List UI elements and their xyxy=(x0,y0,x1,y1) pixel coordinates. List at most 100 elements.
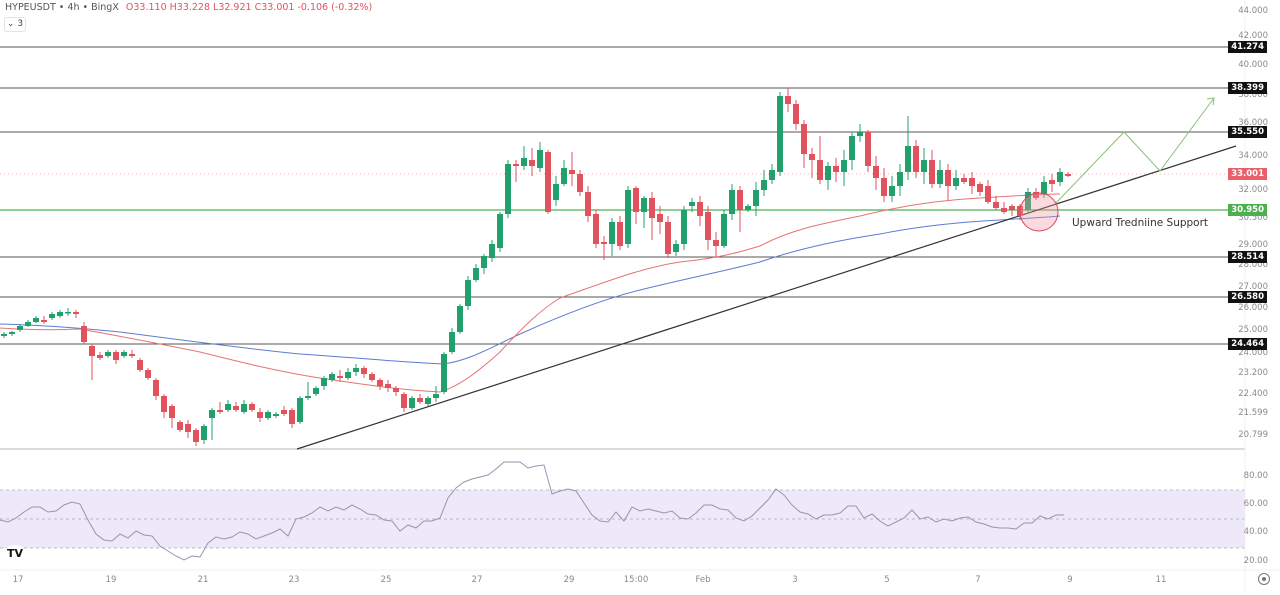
candle-body xyxy=(529,160,535,166)
candle-body xyxy=(369,374,375,380)
candlestick-series xyxy=(1,88,1071,446)
candle-body xyxy=(545,152,551,212)
time-tick-label: 5 xyxy=(884,575,890,585)
candle-body xyxy=(729,190,735,214)
candle-body xyxy=(985,186,991,202)
candle-body xyxy=(785,96,791,104)
settings-gear-icon[interactable] xyxy=(1258,573,1270,585)
candle-body xyxy=(569,170,575,174)
price-tick-label: 22.400 xyxy=(1238,389,1268,399)
candle-body xyxy=(449,332,455,352)
candle-body xyxy=(809,154,815,160)
candle-body xyxy=(625,190,631,244)
candle-body xyxy=(601,242,607,244)
candle-body xyxy=(865,132,871,166)
candle-body xyxy=(433,394,439,398)
collapse-indicators-button[interactable]: ⌄ 3 xyxy=(4,17,26,32)
candle-body xyxy=(473,268,479,280)
time-tick-label: 29 xyxy=(563,575,575,585)
price-tick-label: 27.000 xyxy=(1238,282,1268,292)
candle-body xyxy=(849,136,855,160)
tradingview-logo-icon[interactable]: TV xyxy=(4,545,26,563)
time-tick-label: 25 xyxy=(380,575,392,585)
time-tick-label: 21 xyxy=(197,575,209,585)
candle-body xyxy=(361,368,367,374)
level-price-tag: 26.580 xyxy=(1228,291,1267,303)
candle-body xyxy=(1057,172,1063,182)
candle-body xyxy=(977,184,983,192)
price-tick-label: 21.599 xyxy=(1238,408,1268,418)
candle-body xyxy=(289,410,295,424)
candle-body xyxy=(793,104,799,124)
candle-body xyxy=(657,214,663,222)
support-circle[interactable] xyxy=(1019,192,1059,232)
time-tick-label: 15:00 xyxy=(623,575,649,585)
candle-body xyxy=(113,352,119,360)
candle-body xyxy=(913,146,919,172)
price-tick-label: 28.000 xyxy=(1238,260,1268,270)
symbol-legend[interactable]: HYPEUSDT • 4h • BingX O33.110 H33.228 L3… xyxy=(5,2,372,13)
candle-body xyxy=(257,412,263,418)
candle-body xyxy=(465,280,471,306)
level-price-tag: 41.274 xyxy=(1228,41,1267,53)
symbol-title: HYPEUSDT • 4h • BingX xyxy=(5,2,119,13)
price-tick-label: 38.000 xyxy=(1238,90,1268,100)
candle-body xyxy=(193,430,199,442)
candle-body xyxy=(921,160,927,172)
candle-body xyxy=(713,240,719,246)
candle-body xyxy=(833,166,839,172)
time-tick-label: 11 xyxy=(1155,575,1167,585)
projection-path[interactable] xyxy=(1055,97,1215,204)
time-tick-label: 9 xyxy=(1067,575,1073,585)
candle-body xyxy=(417,398,423,402)
candle-body xyxy=(345,372,351,378)
rsi-tick-label: 80.00 xyxy=(1243,471,1268,481)
candle-body xyxy=(401,394,407,408)
candle-body xyxy=(945,170,951,186)
price-tick-label: 26.000 xyxy=(1238,303,1268,313)
candle-body xyxy=(241,404,247,412)
candle-body xyxy=(409,398,415,408)
candle-body xyxy=(217,410,223,412)
candle-body xyxy=(905,146,911,172)
ema-fast-line xyxy=(0,193,1061,393)
candle-body xyxy=(353,368,359,372)
trendline-annotation-label: Upward Tredniine Support xyxy=(1072,217,1209,229)
candle-body xyxy=(145,370,151,378)
level-price-tag: 28.514 xyxy=(1228,251,1267,263)
candle-body xyxy=(513,164,519,166)
candle-body xyxy=(1001,208,1007,212)
candle-body xyxy=(201,426,207,440)
candle-body xyxy=(721,214,727,246)
candle-body xyxy=(81,326,87,342)
candle-body xyxy=(753,190,759,206)
candle-body xyxy=(649,198,655,218)
candle-body xyxy=(929,160,935,184)
price-tick-label: 44.000 xyxy=(1238,6,1268,16)
candle-body xyxy=(273,414,279,416)
candle-body xyxy=(553,184,559,200)
candle-body xyxy=(137,360,143,370)
candle-body xyxy=(585,192,591,216)
current-price-tag: 33.001 xyxy=(1228,168,1267,180)
candle-body xyxy=(441,354,447,392)
candle-body xyxy=(841,160,847,172)
candle-body xyxy=(1065,174,1071,176)
candle-body xyxy=(617,222,623,246)
candle-body xyxy=(817,160,823,180)
candle-body xyxy=(313,388,319,394)
price-tick-label: 25.000 xyxy=(1238,325,1268,335)
upward-trendline[interactable] xyxy=(296,145,1237,450)
time-tick-label: 3 xyxy=(792,575,798,585)
candle-body xyxy=(385,384,391,388)
time-tick-label: 23 xyxy=(288,575,300,585)
candle-body xyxy=(105,352,111,356)
candle-body xyxy=(705,212,711,240)
candle-body xyxy=(169,406,175,418)
candle-body xyxy=(881,178,887,196)
rsi-tick-label: 40.00 xyxy=(1243,527,1268,537)
candle-body xyxy=(321,378,327,386)
candle-body xyxy=(609,222,615,244)
